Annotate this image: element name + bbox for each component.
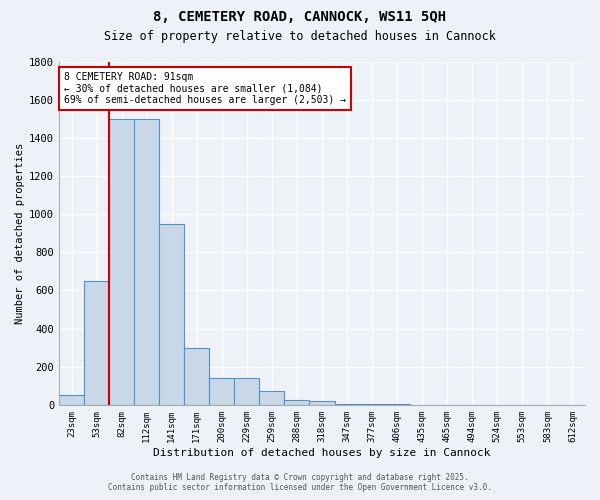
Bar (59, 396, 84, 405)
Bar (310, 402, 335, 405)
Bar (159, 224, 184, 405)
Text: 8, CEMETERY ROAD, CANNOCK, WS11 5QH: 8, CEMETERY ROAD, CANNOCK, WS11 5QH (154, 10, 446, 24)
Bar (284, 400, 310, 405)
Bar (184, 348, 209, 405)
Bar (134, 118, 159, 405)
Bar (209, 378, 235, 405)
Text: Size of property relative to detached houses in Cannock: Size of property relative to detached ho… (104, 30, 496, 43)
Bar (359, 404, 385, 405)
Y-axis label: Number of detached properties: Number of detached properties (15, 142, 25, 324)
Bar (335, 404, 359, 405)
Text: 8 CEMETERY ROAD: 91sqm
← 30% of detached houses are smaller (1,084)
69% of semi-: 8 CEMETERY ROAD: 91sqm ← 30% of detached… (64, 72, 346, 105)
Bar (109, 118, 134, 405)
X-axis label: Distribution of detached houses by size in Cannock: Distribution of detached houses by size … (153, 448, 491, 458)
Text: Contains HM Land Registry data © Crown copyright and database right 2025.
Contai: Contains HM Land Registry data © Crown c… (108, 473, 492, 492)
Bar (235, 378, 259, 405)
Bar (259, 392, 284, 405)
Bar (84, 281, 109, 405)
